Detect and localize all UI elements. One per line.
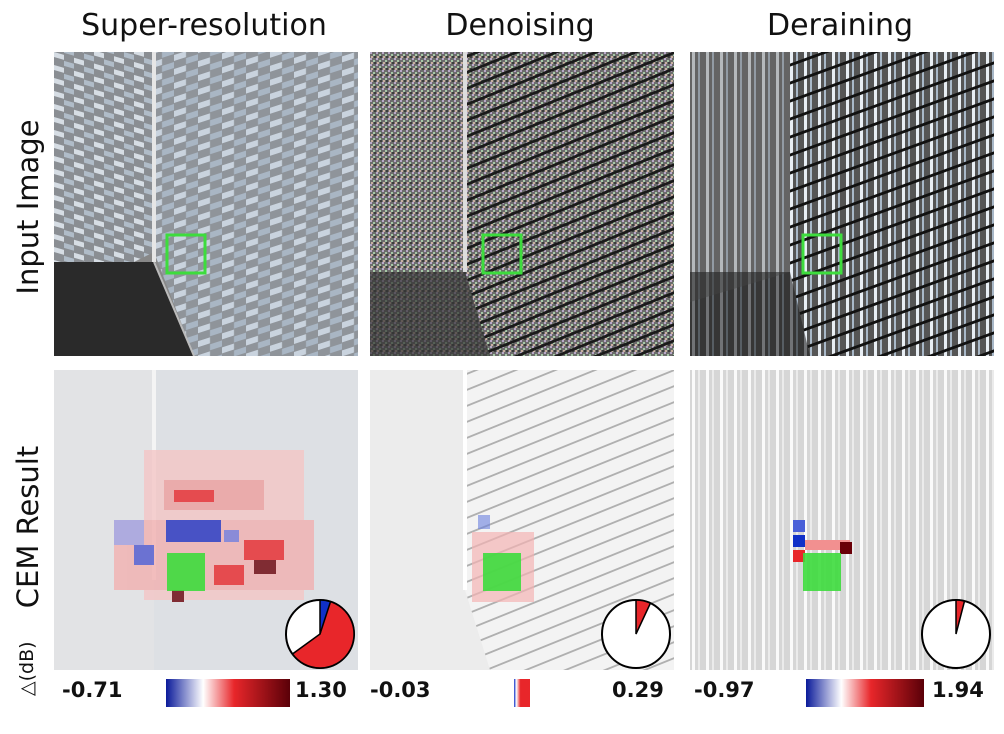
highlight-box <box>801 233 843 275</box>
highlight-box <box>483 553 521 591</box>
highlight-box <box>481 233 523 275</box>
input-image-deraining <box>690 52 994 356</box>
column-title-super-resolution: Super-resolution <box>81 8 327 43</box>
scale-min-denoising: -0.03 <box>370 678 431 702</box>
column-title-deraining: Deraining <box>766 8 913 43</box>
highlight-box <box>165 233 207 275</box>
column-title-denoising: Denoising <box>445 8 595 43</box>
cem-result-deraining <box>690 370 994 670</box>
pie-chart-super-resolution <box>285 599 355 669</box>
delta-db-label: △(dB) <box>16 641 38 696</box>
scale-min-deraining: -0.97 <box>694 678 755 702</box>
highlight-box <box>803 553 841 591</box>
input-image-denoising <box>370 52 674 356</box>
pie-chart-denoising <box>601 599 671 669</box>
colorbar-denoising <box>514 679 530 707</box>
scale-max-deraining: 1.94 <box>932 678 984 702</box>
colorbar-super-resolution <box>166 679 290 707</box>
highlight-box <box>167 553 205 591</box>
cem-result-super-resolution <box>54 370 358 670</box>
colorbar-deraining <box>806 679 924 707</box>
input-image-super-resolution <box>54 52 358 356</box>
scale-max-denoising: 0.29 <box>612 678 664 702</box>
cem-result-denoising <box>370 370 674 670</box>
scale-min-super-resolution: -0.71 <box>62 678 123 702</box>
row-title-cem-result: CEM Result <box>11 445 45 609</box>
pie-chart-deraining <box>921 599 991 669</box>
row-title-input-image: Input Image <box>11 119 45 295</box>
scale-max-super-resolution: 1.30 <box>295 678 347 702</box>
